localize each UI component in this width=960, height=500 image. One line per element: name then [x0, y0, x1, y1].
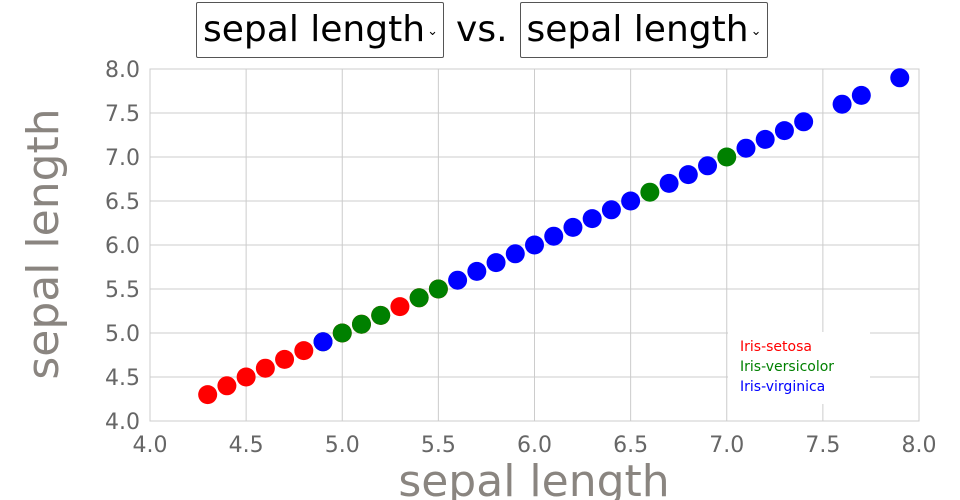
data-point-iris-virginica: [544, 226, 564, 246]
data-point-iris-virginica: [505, 244, 525, 264]
data-point-iris-virginica: [525, 235, 544, 255]
data-point-iris-versicolor: [640, 182, 660, 202]
x-axis-title: sepal length: [398, 456, 669, 500]
y-tick-labels: 4.0 4.5 5.0 5.5 6.0 6.5 7.0 7.5 8.0: [105, 58, 140, 435]
data-point-iris-virginica: [621, 191, 641, 211]
data-point-iris-virginica: [794, 112, 814, 132]
legend: Iris-setosa Iris-versicolor Iris-virginica: [728, 332, 870, 404]
y-axis-select[interactable]: sepal length ⌄: [519, 2, 768, 58]
axis-selector-bar: sepal length ⌄ vs. sepal length ⌄: [196, 0, 768, 60]
data-points: [198, 68, 910, 405]
plot-area: [149, 68, 920, 422]
x-tick-label: 5.5: [421, 433, 456, 458]
x-tick-label: 4.0: [133, 433, 168, 458]
data-point-iris-virginica: [563, 217, 583, 237]
legend-background: [728, 332, 870, 404]
data-point-iris-versicolor: [332, 323, 352, 343]
legend-entry-iris-setosa: Iris-setosa: [740, 339, 812, 355]
data-point-iris-setosa: [255, 358, 275, 378]
x-axis-select[interactable]: sepal length ⌄: [196, 2, 445, 58]
data-point-iris-virginica: [832, 94, 852, 114]
data-point-iris-virginica: [659, 173, 679, 193]
data-point-iris-virginica: [678, 165, 698, 185]
y-tick-label: 7.0: [105, 146, 140, 171]
data-point-iris-setosa: [236, 367, 256, 387]
data-point-iris-virginica: [851, 85, 871, 105]
data-point-iris-virginica: [736, 138, 756, 158]
x-tick-label: 8.0: [902, 433, 937, 458]
data-point-iris-setosa: [294, 341, 314, 361]
data-point-iris-setosa: [275, 349, 295, 369]
data-point-iris-virginica: [601, 200, 621, 220]
y-tick-label: 6.5: [105, 190, 140, 215]
vs-label: vs.: [456, 9, 508, 50]
legend-entry-iris-virginica: Iris-virginica: [740, 379, 825, 395]
data-point-iris-virginica: [313, 332, 333, 352]
x-tick-label: 5.0: [325, 433, 360, 458]
data-point-iris-virginica: [582, 209, 602, 229]
data-point-iris-virginica: [774, 121, 794, 141]
x-tick-label: 6.0: [517, 433, 552, 458]
y-tick-label: 5.5: [105, 278, 140, 303]
y-tick-label: 6.0: [105, 234, 140, 259]
chevron-down-icon: ⌄: [750, 24, 762, 39]
y-tick-label: 5.0: [105, 322, 140, 347]
data-point-iris-setosa: [217, 376, 237, 396]
x-tick-label: 6.5: [613, 433, 648, 458]
legend-entry-iris-versicolor: Iris-versicolor: [740, 359, 834, 375]
data-point-iris-virginica: [698, 156, 718, 176]
data-point-iris-versicolor: [371, 305, 391, 325]
x-tick-labels: 4.0 4.5 5.0 5.5 6.0 6.5 7.0 7.5 8.0: [133, 433, 937, 458]
data-point-iris-versicolor: [351, 314, 371, 334]
data-point-iris-versicolor: [428, 279, 448, 299]
data-point-iris-virginica: [755, 129, 775, 149]
x-tick-label: 7.0: [709, 433, 744, 458]
data-point-iris-virginica: [448, 270, 468, 290]
x-axis-select-value: sepal length: [203, 9, 426, 50]
y-tick-label: 8.0: [105, 58, 140, 83]
data-point-iris-virginica: [486, 253, 506, 273]
data-point-iris-setosa: [198, 385, 218, 405]
data-point-iris-versicolor: [717, 147, 737, 167]
y-axis-select-value: sepal length: [526, 9, 749, 50]
data-point-iris-virginica: [467, 261, 487, 281]
chevron-down-icon: ⌄: [427, 24, 439, 39]
y-tick-label: 4.5: [105, 366, 140, 391]
y-axis-title: sepal length: [18, 108, 69, 379]
data-point-iris-versicolor: [409, 288, 429, 308]
x-tick-label: 4.5: [229, 433, 264, 458]
data-point-iris-setosa: [390, 297, 410, 317]
x-tick-label: 7.5: [805, 433, 840, 458]
data-point-iris-virginica: [890, 68, 910, 88]
y-tick-label: 4.0: [105, 410, 140, 435]
y-tick-label: 7.5: [105, 102, 140, 127]
